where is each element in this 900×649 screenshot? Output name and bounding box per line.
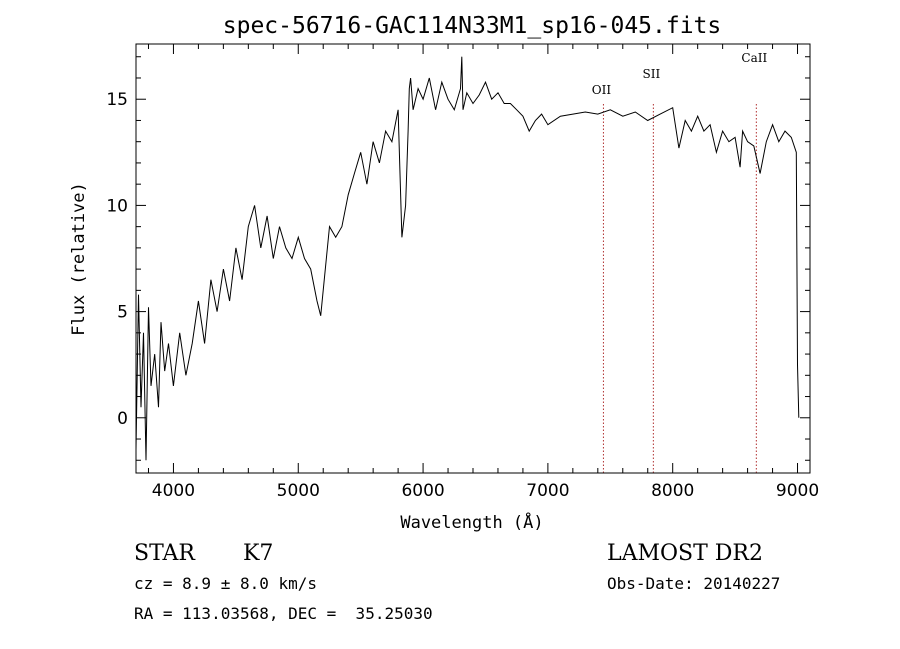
object-subclass: K7 bbox=[243, 541, 274, 566]
marker-label-caii: CaII bbox=[741, 51, 767, 65]
redshift-text: cz = 8.9 ± 8.0 km/s bbox=[134, 574, 318, 593]
y-axis-label: Flux (relative) bbox=[69, 182, 89, 336]
chart-title: spec-56716-GAC114N33M1_sp16-045.fits bbox=[223, 13, 722, 39]
x-tick-label: 6000 bbox=[401, 481, 444, 501]
x-axis-label: Wavelength (Å) bbox=[400, 511, 543, 533]
ra-dec-text: RA = 113.03568, DEC = 35.25030 bbox=[134, 604, 433, 623]
y-tick-label: 15 bbox=[106, 90, 128, 110]
obs-date-text: Obs-Date: 20140227 bbox=[607, 574, 781, 593]
plot-frame bbox=[135, 43, 811, 474]
emission-line-markers: OII SII CaII bbox=[592, 51, 767, 473]
y-tick-label: 5 bbox=[117, 303, 128, 323]
y-axis-ticks: 0 5 10 15 bbox=[106, 56, 810, 461]
marker-label-sii: SII bbox=[643, 67, 661, 81]
x-tick-label: 7000 bbox=[526, 481, 569, 501]
y-tick-label: 10 bbox=[106, 196, 128, 216]
marker-label-oii: OII bbox=[592, 83, 612, 97]
y-tick-label: 0 bbox=[117, 409, 128, 429]
survey-label: LAMOST DR2 bbox=[607, 541, 763, 566]
spectrum-series-line bbox=[135, 56, 800, 461]
x-axis-ticks: 4000 5000 6000 7000 8000 9000 bbox=[147, 44, 819, 501]
object-class: STAR bbox=[134, 541, 195, 566]
x-tick-label: 9000 bbox=[776, 481, 819, 501]
x-tick-label: 4000 bbox=[152, 481, 195, 501]
x-tick-label: 5000 bbox=[277, 481, 320, 501]
x-tick-label: 8000 bbox=[651, 481, 694, 501]
